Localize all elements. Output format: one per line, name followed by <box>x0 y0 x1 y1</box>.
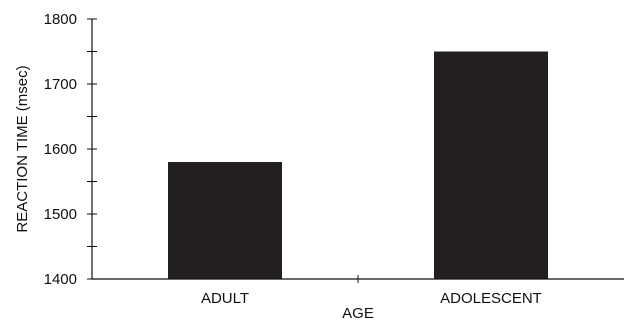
y-axis-title: REACTION TIME (msec) <box>14 65 31 232</box>
y-tick-labels: 1400 1500 1600 1700 1800 <box>44 11 77 288</box>
bar-adolescent <box>434 51 548 279</box>
x-axis-title: AGE <box>342 305 374 322</box>
y-tick-label: 1700 <box>44 76 77 93</box>
bar-adult <box>168 162 282 279</box>
y-tick-label: 1500 <box>44 206 77 223</box>
y-tick-label: 1400 <box>44 271 77 288</box>
y-tick-label: 1600 <box>44 141 77 158</box>
x-tick-label: ADULT <box>201 290 249 307</box>
axes-layer <box>87 18 624 283</box>
bars-layer <box>168 51 548 279</box>
y-tick-label: 1800 <box>44 11 77 28</box>
x-tick-labels: ADULT ADOLESCENT <box>201 290 542 307</box>
x-tick-label: ADOLESCENT <box>440 290 542 307</box>
